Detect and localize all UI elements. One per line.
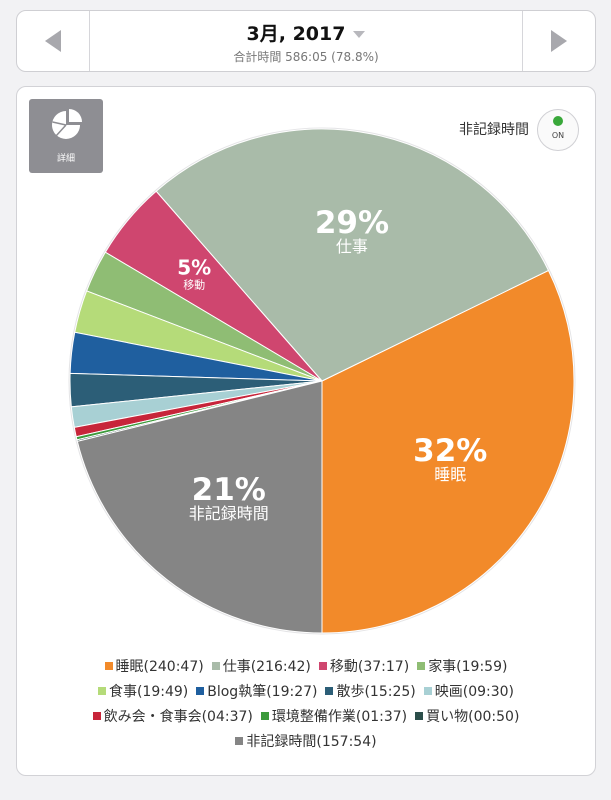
- legend-item: 食事(19:49): [97, 680, 189, 705]
- unrecorded-time-label: 非記録時間: [459, 122, 529, 138]
- legend-swatch: [318, 662, 327, 670]
- legend-label: 睡眠(240:47): [115, 659, 204, 675]
- slice-percent-label: 5%: [177, 256, 211, 280]
- legend-label: 仕事(216:42): [222, 659, 311, 675]
- left-arrow-icon: [45, 30, 61, 52]
- legend-swatch: [260, 712, 269, 720]
- legend-swatch: [415, 712, 424, 720]
- legend-swatch: [196, 687, 205, 695]
- legend-row: 食事(19:49) Blog執筆(19:27) 散歩(15:25) 映画(09:30): [17, 680, 595, 705]
- legend-swatch: [97, 687, 106, 695]
- month-title[interactable]: 3月, 2017: [17, 19, 595, 46]
- pie-slice[interactable]: [76, 380, 323, 634]
- slice-name-label: 睡眠: [434, 465, 466, 484]
- slice-percent-label: 32%: [413, 433, 487, 469]
- legend-item: 散歩(15:25): [325, 680, 416, 705]
- pie-slice[interactable]: [321, 269, 575, 634]
- legend-item: 買い物(00:50): [415, 705, 519, 730]
- legend-label: 買い物(00:50): [426, 709, 520, 725]
- legend-label: 食事(19:49): [108, 684, 189, 700]
- legend-item: 環境整備作業(01:37): [260, 705, 408, 730]
- legend-label: 映画(09:30): [434, 684, 515, 700]
- pie-chart: 32%睡眠 29%仕事 5%移動 21%非記録時間: [68, 127, 576, 635]
- legend-item: 仕事(216:42): [211, 655, 311, 680]
- unrecorded-time-toggle[interactable]: ON: [537, 109, 579, 151]
- month-header: 3月, 2017 合計時間 586:05 (78.8%): [16, 10, 596, 72]
- legend-label: 散歩(15:25): [336, 684, 416, 700]
- slice-percent-label: 29%: [315, 205, 389, 241]
- status-indicator-icon: [553, 116, 563, 126]
- slice-name-label: 仕事: [336, 237, 368, 256]
- detail-button[interactable]: 詳細: [29, 99, 103, 173]
- legend-swatch: [104, 662, 113, 670]
- legend-swatch: [423, 687, 432, 695]
- legend-label: 家事(19:59): [428, 659, 508, 675]
- chart-legend: 睡眠(240:47) 仕事(216:42) 移動(37:17) 家事(19:59) 食事…: [17, 655, 595, 755]
- month-title-text: 3月, 2017: [246, 23, 346, 45]
- slice-percent-label: 21%: [192, 472, 266, 508]
- slice-name-label: 移動: [183, 278, 205, 292]
- legend-item: 移動(37:17): [318, 655, 410, 680]
- legend-label: 環境整備作業(01:37): [271, 709, 408, 725]
- legend-label: Blog執筆(19:27): [207, 684, 318, 700]
- legend-swatch: [235, 737, 244, 745]
- legend-item: 睡眠(240:47): [104, 655, 204, 680]
- legend-label: 飲み会・食事会(04:37): [103, 709, 253, 725]
- legend-swatch: [325, 687, 334, 695]
- legend-item: Blog執筆(19:27): [196, 680, 317, 705]
- toggle-state-text: ON: [551, 131, 565, 140]
- legend-row: 睡眠(240:47) 仕事(216:42) 移動(37:17) 家事(19:59): [17, 655, 595, 680]
- legend-swatch: [92, 712, 101, 720]
- chart-card: 32% 睡眠 29% 仕事 5% 移動 21% 非記録時間 詳細 非記録時間 ON 睡眠(24…: [16, 86, 596, 776]
- legend-label: 移動(37:17): [329, 659, 410, 675]
- legend-label: 非記録時間(157:54): [246, 734, 377, 750]
- pie-chart-icon: [52, 109, 82, 139]
- dropdown-arrow-icon: [353, 31, 366, 38]
- legend-item: 飲み会・食事会(04:37): [92, 705, 253, 730]
- legend-swatch: [211, 662, 220, 670]
- right-arrow-icon: [551, 30, 567, 52]
- legend-item: 映画(09:30): [423, 680, 515, 705]
- legend-item: 非記録時間(157:54): [235, 730, 377, 755]
- next-month-button[interactable]: [522, 11, 595, 71]
- detail-label: 詳細: [56, 154, 75, 164]
- pie-slice[interactable]: [155, 128, 550, 382]
- total-time-summary: 合計時間 586:05 (78.8%): [233, 50, 379, 64]
- legend-row: 非記録時間(157:54): [17, 730, 595, 755]
- slice-name-label: 非記録時間: [189, 504, 269, 523]
- previous-month-button[interactable]: [17, 11, 90, 71]
- legend-item: 家事(19:59): [417, 655, 507, 680]
- legend-swatch: [417, 662, 426, 670]
- legend-row: 飲み会・食事会(04:37) 環境整備作業(01:37) 買い物(00:50): [17, 705, 595, 730]
